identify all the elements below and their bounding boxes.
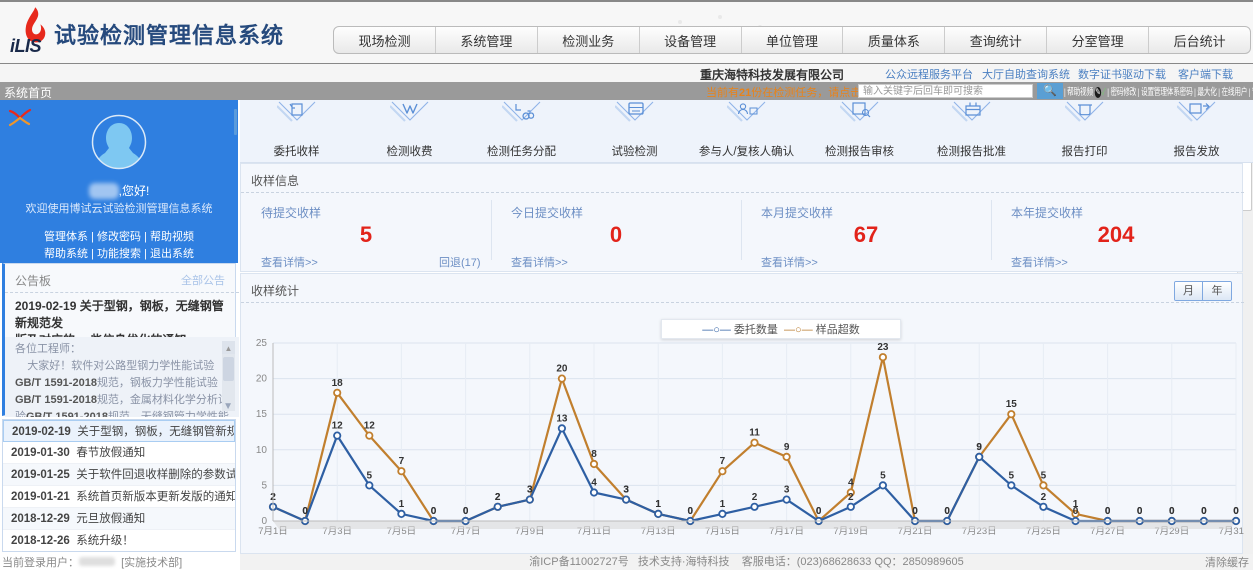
svg-text:0: 0 [944,506,950,517]
svg-text:5: 5 [1009,470,1015,481]
svg-text:0: 0 [1137,506,1143,517]
svg-text:0: 0 [431,506,437,517]
svg-text:15: 15 [1006,399,1018,410]
svg-text:3: 3 [784,485,790,496]
svg-text:0: 0 [1073,506,1079,517]
svg-text:5: 5 [880,470,886,481]
svg-text:9: 9 [976,442,982,453]
svg-text:0: 0 [1105,506,1111,517]
svg-text:2: 2 [495,492,501,503]
svg-text:9: 9 [784,442,790,453]
svg-text:11: 11 [749,428,760,439]
svg-text:1: 1 [720,499,726,510]
svg-text:0: 0 [912,506,918,517]
svg-text:1: 1 [399,499,405,510]
svg-text:0: 0 [302,506,308,517]
svg-text:0: 0 [688,506,694,517]
svg-text:2: 2 [1041,492,1047,503]
svg-text:3: 3 [623,485,629,496]
svg-text:7: 7 [720,456,726,467]
svg-text:3: 3 [527,485,533,496]
svg-text:20: 20 [256,374,268,385]
svg-text:10: 10 [256,445,268,456]
svg-text:4: 4 [848,478,854,489]
svg-text:18: 18 [332,378,344,389]
svg-text:12: 12 [364,421,376,432]
svg-text:7: 7 [399,456,405,467]
svg-text:12: 12 [332,421,344,432]
svg-text:2: 2 [752,492,758,503]
svg-text:0: 0 [463,506,469,517]
svg-text:23: 23 [877,342,889,353]
svg-text:13: 13 [556,413,568,424]
svg-text:0: 0 [1233,506,1239,517]
svg-text:0: 0 [1169,506,1175,517]
svg-text:8: 8 [591,449,597,460]
svg-text:25: 25 [256,338,268,349]
svg-text:2: 2 [848,492,854,503]
svg-text:4: 4 [591,478,597,489]
svg-text:1: 1 [655,499,661,510]
svg-text:0: 0 [1201,506,1207,517]
svg-text:5: 5 [367,470,373,481]
svg-text:15: 15 [256,409,268,420]
svg-text:20: 20 [556,364,568,375]
svg-text:5: 5 [1041,470,1047,481]
svg-text:5: 5 [261,480,267,491]
svg-text:0: 0 [816,506,822,517]
